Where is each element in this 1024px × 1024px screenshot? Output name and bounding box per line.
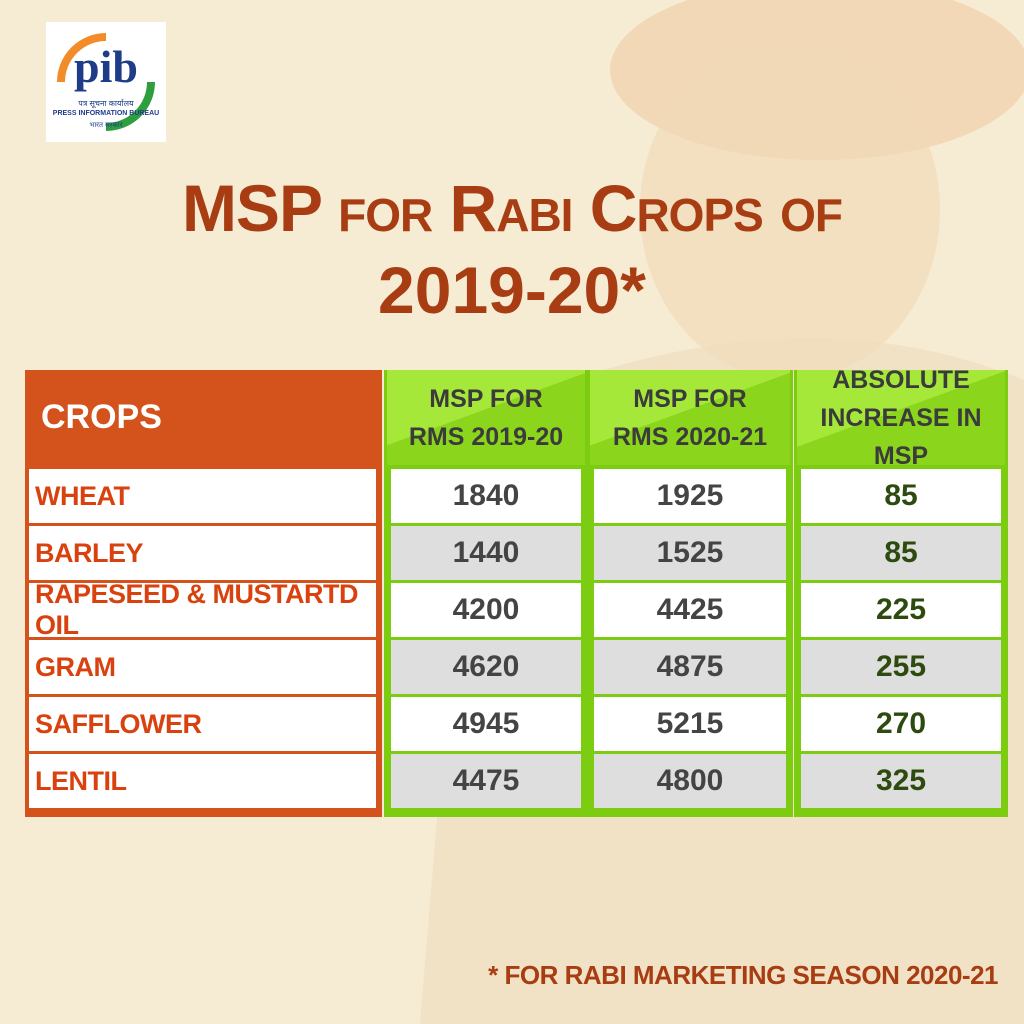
value-cell: 4200: [391, 583, 581, 637]
logo-english: PRESS INFORMATION BUREAU: [52, 110, 160, 117]
logo-gov: भारत सरकार: [89, 122, 123, 129]
value-cell: 1525: [594, 526, 786, 580]
header-cell: MSP FOR RMS 2020-21: [590, 370, 790, 465]
value-cell: 270: [801, 697, 1001, 751]
crop-name: BARLEY: [29, 526, 376, 580]
value-cell: 4620: [391, 640, 581, 694]
crop-name: GRAM: [29, 640, 376, 694]
footnote: * FOR RABI MARKETING SEASON 2020-21: [488, 960, 998, 990]
crop-name: RAPESEED & MUSTARTD OIL: [29, 579, 376, 640]
value-cell: 85: [801, 469, 1001, 523]
crop-name: SAFFLOWER: [29, 697, 376, 751]
logo-hindi: पत्र सूचना कार्यालय: [78, 99, 134, 108]
logo: pib पत्र सूचना कार्यालय PRESS INFORMATIO…: [46, 22, 166, 142]
value-cell: 1840: [391, 469, 581, 523]
value-cell: 85: [801, 526, 1001, 580]
title-line: 2019-20*: [378, 253, 646, 327]
logo-mark: pib: [74, 41, 138, 92]
header-cell: CROPS: [41, 398, 162, 436]
crop-name: LENTIL: [29, 754, 376, 808]
value-cell: 1925: [594, 469, 786, 523]
value-cell: 255: [801, 640, 1001, 694]
logo-art: [57, 33, 155, 131]
crop-name: WHEAT: [29, 469, 376, 523]
value-cell: 4425: [594, 583, 786, 637]
value-cell: 4800: [594, 754, 786, 808]
value-cell: 4875: [594, 640, 786, 694]
value-cell: 4945: [391, 697, 581, 751]
value-cell: 225: [801, 583, 1001, 637]
title-line: MSP for Rabi Crops of: [181, 171, 843, 245]
value-cell: 325: [801, 754, 1001, 808]
value-cell: 1440: [391, 526, 581, 580]
header-cell: ABSOLUTE INCREASE IN MSP: [797, 366, 1005, 470]
header-cell: MSP FOR RMS 2019-20: [387, 370, 585, 465]
value-cell: 4475: [391, 754, 581, 808]
value-cell: 5215: [594, 697, 786, 751]
